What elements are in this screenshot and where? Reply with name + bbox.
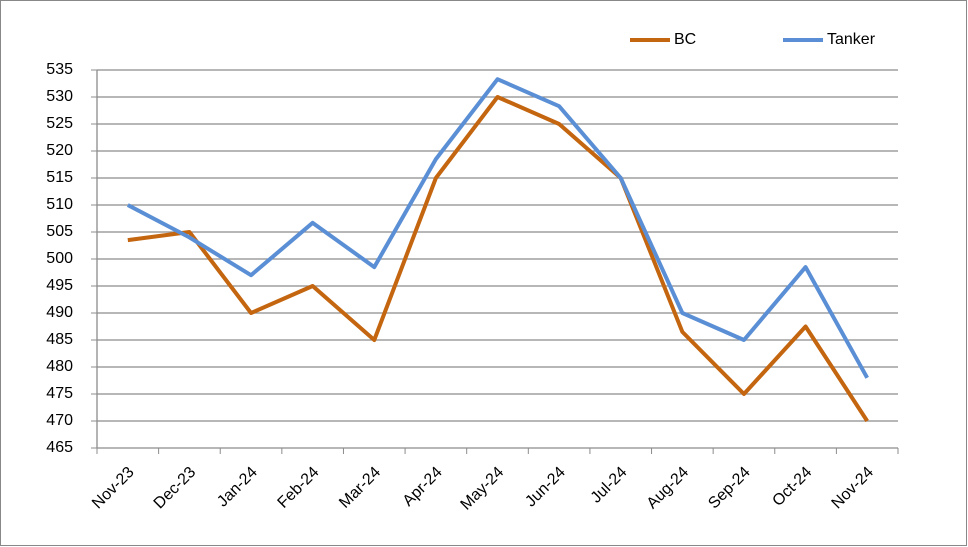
y-tick-label: 480 bbox=[46, 358, 73, 375]
y-tick-label: 530 bbox=[46, 88, 73, 105]
y-tick-label: 490 bbox=[46, 304, 73, 321]
series-line bbox=[127, 95, 869, 423]
y-tick-label: 525 bbox=[46, 115, 73, 132]
y-tick-label: 535 bbox=[46, 61, 73, 78]
y-tick-label: 510 bbox=[46, 196, 73, 213]
y-tick-label: 495 bbox=[46, 277, 73, 294]
y-tick-label: 465 bbox=[46, 439, 73, 456]
y-tick-label: 520 bbox=[46, 142, 73, 159]
y-tick-label: 475 bbox=[46, 385, 73, 402]
series-line bbox=[126, 77, 869, 379]
legend-label: BC bbox=[674, 31, 696, 48]
legend-label: Tanker bbox=[827, 31, 876, 48]
y-tick-label: 470 bbox=[46, 412, 73, 429]
y-tick-label: 515 bbox=[46, 169, 73, 186]
y-tick-label: 485 bbox=[46, 331, 73, 348]
y-tick-label: 505 bbox=[46, 223, 73, 240]
y-tick-label: 500 bbox=[46, 250, 73, 267]
